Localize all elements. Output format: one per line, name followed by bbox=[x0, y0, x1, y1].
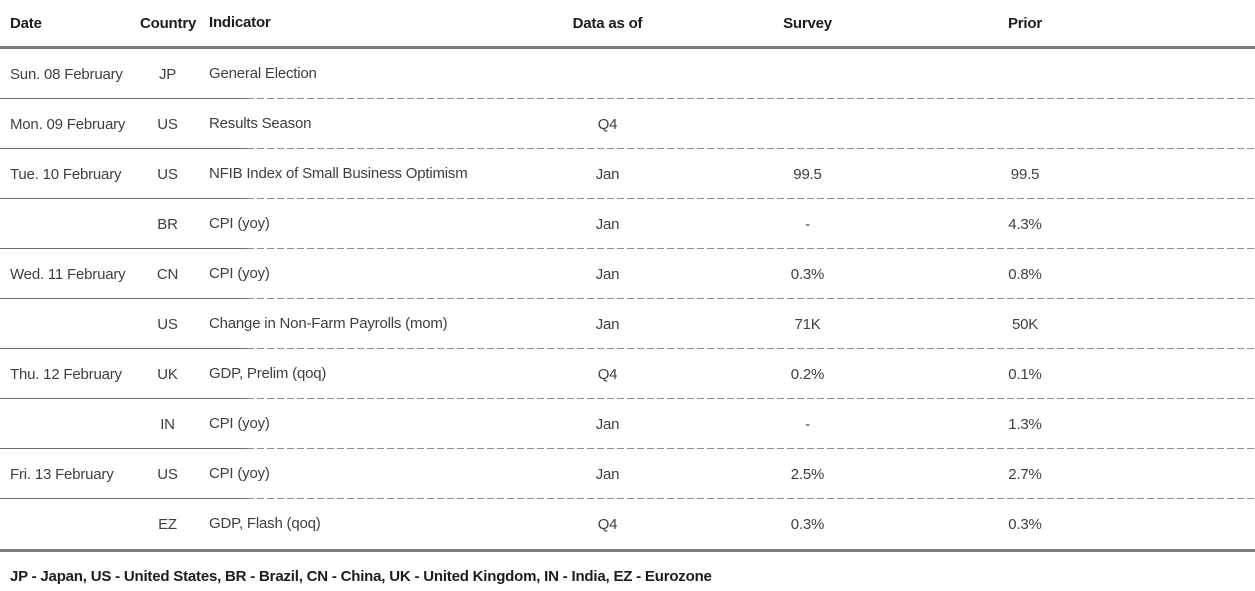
cell-date: Thu. 12 February bbox=[10, 365, 122, 383]
cell-prior: 0.8% bbox=[1008, 265, 1042, 283]
table-row: US Change in Non-Farm Payrolls (mom) Jan… bbox=[0, 299, 1255, 349]
cell-indicator: CPI (yoy) bbox=[209, 214, 270, 232]
row-separator bbox=[0, 348, 1255, 349]
cell-survey: 71K bbox=[794, 315, 821, 333]
cell-data-as-of: Q4 bbox=[597, 515, 618, 533]
cell-indicator: General Election bbox=[209, 64, 317, 82]
row-separator bbox=[0, 448, 1255, 449]
cell-indicator: CPI (yoy) bbox=[209, 264, 270, 282]
cell-country: CN bbox=[156, 265, 179, 283]
cell-prior: 0.3% bbox=[1008, 515, 1042, 533]
row-separator bbox=[0, 498, 1255, 499]
table-row: Sun. 08 February JP General Election bbox=[0, 49, 1255, 99]
header-date: Date bbox=[10, 14, 42, 32]
cell-date: Wed. 11 February bbox=[10, 265, 126, 283]
table-row: IN CPI (yoy) Jan - 1.3% bbox=[0, 399, 1255, 449]
bottom-rule bbox=[0, 549, 1255, 552]
cell-prior: 99.5 bbox=[1010, 165, 1040, 183]
cell-survey: 2.5% bbox=[790, 465, 825, 483]
cell-country: EZ bbox=[158, 515, 177, 533]
cell-data-as-of: Jan bbox=[595, 265, 620, 283]
cell-indicator: GDP, Flash (qoq) bbox=[209, 514, 321, 532]
cell-indicator: Results Season bbox=[209, 114, 312, 132]
cell-data-as-of: Jan bbox=[595, 165, 620, 183]
table-row: BR CPI (yoy) Jan - 4.3% bbox=[0, 199, 1255, 249]
cell-date: Sun. 08 February bbox=[10, 65, 123, 83]
cell-date: Fri. 13 February bbox=[10, 465, 114, 483]
cell-date: Mon. 09 February bbox=[10, 115, 126, 133]
cell-indicator: Change in Non-Farm Payrolls (mom) bbox=[209, 314, 448, 332]
cell-indicator: GDP, Prelim (qoq) bbox=[209, 364, 327, 382]
country-legend: JP - Japan, US - United States, BR - Bra… bbox=[10, 568, 712, 585]
cell-data-as-of: Jan bbox=[595, 415, 620, 433]
cell-country: US bbox=[157, 315, 178, 333]
table-row: Mon. 09 February US Results Season Q4 bbox=[0, 99, 1255, 149]
cell-prior: 1.3% bbox=[1008, 415, 1042, 433]
cell-survey: - bbox=[805, 415, 810, 433]
table-row: Thu. 12 February UK GDP, Prelim (qoq) Q4… bbox=[0, 349, 1255, 399]
header-rule bbox=[0, 46, 1255, 49]
cell-country: US bbox=[157, 165, 178, 183]
header-indicator: Indicator bbox=[209, 13, 271, 31]
cell-country: JP bbox=[158, 65, 177, 83]
cell-country: BR bbox=[157, 215, 178, 233]
row-separator bbox=[0, 98, 1255, 99]
table-row: Fri. 13 February US CPI (yoy) Jan 2.5% 2… bbox=[0, 449, 1255, 499]
table-row: Tue. 10 February US NFIB Index of Small … bbox=[0, 149, 1255, 199]
cell-survey: 99.5 bbox=[793, 165, 822, 183]
table-row: Wed. 11 February CN CPI (yoy) Jan 0.3% 0… bbox=[0, 249, 1255, 299]
header-survey: Survey bbox=[783, 14, 832, 32]
cell-data-as-of: Jan bbox=[595, 215, 620, 233]
cell-survey: 0.3% bbox=[790, 515, 825, 533]
header-country: Country bbox=[140, 14, 197, 32]
row-separator bbox=[0, 298, 1255, 299]
cell-country: US bbox=[157, 115, 178, 133]
header-data-as-of: Data as of bbox=[572, 14, 643, 32]
cell-indicator: NFIB Index of Small Business Optimism bbox=[209, 164, 468, 182]
row-separator bbox=[0, 398, 1255, 399]
row-separator bbox=[0, 248, 1255, 249]
cell-survey: 0.3% bbox=[790, 265, 825, 283]
cell-prior: 4.3% bbox=[1008, 215, 1042, 233]
cell-country: IN bbox=[160, 415, 175, 433]
cell-data-as-of: Q4 bbox=[597, 115, 618, 133]
cell-prior: 50K bbox=[1011, 315, 1039, 333]
table-body: Sun. 08 February JP General Election Mon… bbox=[0, 49, 1255, 549]
table-row: EZ GDP, Flash (qoq) Q4 0.3% 0.3% bbox=[0, 499, 1255, 549]
table-header: Date Country Indicator Data as of Survey… bbox=[0, 0, 1255, 46]
cell-country: UK bbox=[157, 365, 178, 383]
cell-prior: 2.7% bbox=[1008, 465, 1042, 483]
cell-survey: - bbox=[805, 215, 810, 233]
cell-data-as-of: Jan bbox=[595, 465, 620, 483]
cell-date: Tue. 10 February bbox=[10, 165, 122, 183]
cell-prior: 0.1% bbox=[1008, 365, 1042, 383]
header-prior: Prior bbox=[1007, 14, 1042, 32]
cell-indicator: CPI (yoy) bbox=[209, 464, 270, 482]
cell-survey: 0.2% bbox=[790, 365, 825, 383]
cell-data-as-of: Q4 bbox=[597, 365, 618, 383]
cell-indicator: CPI (yoy) bbox=[209, 414, 270, 432]
cell-country: US bbox=[157, 465, 178, 483]
cell-data-as-of: Jan bbox=[595, 315, 620, 333]
row-separator bbox=[0, 198, 1255, 199]
row-separator bbox=[0, 148, 1255, 149]
